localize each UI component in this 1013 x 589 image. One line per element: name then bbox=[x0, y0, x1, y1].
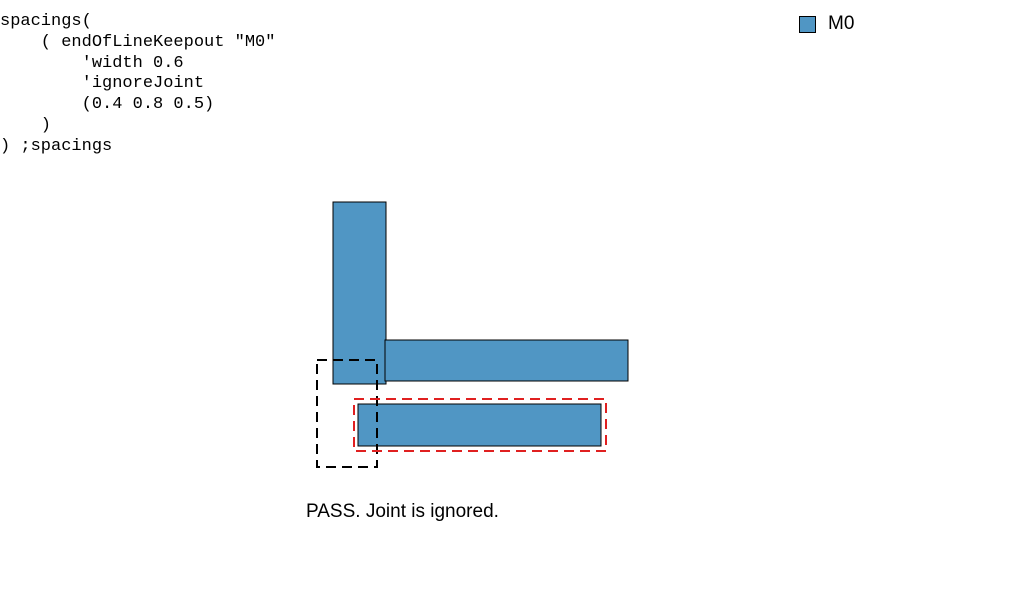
m0-horizontal-wire-bottom bbox=[357, 403, 602, 447]
m0-horizontal-wire-top bbox=[384, 339, 629, 382]
legend-swatch-m0 bbox=[799, 15, 816, 33]
code-line: ( endOfLineKeepout "M0" bbox=[0, 32, 276, 52]
m0-vertical-wire bbox=[332, 201, 387, 385]
code-line: 'ignoreJoint bbox=[0, 74, 205, 94]
result-caption: PASS. Joint is ignored. bbox=[306, 501, 499, 522]
code-line: ) ;spacings bbox=[0, 136, 113, 156]
rule-code-block: spacings( ( endOfLineKeepout "M0" 'width… bbox=[0, 12, 275, 158]
code-line: 'width 0.6 bbox=[0, 53, 184, 73]
end-of-line-keepout-window bbox=[316, 359, 378, 468]
legend-label-m0: M0 bbox=[828, 13, 855, 34]
code-line: spacings( bbox=[0, 12, 92, 31]
code-line: ) bbox=[0, 115, 52, 135]
legend: M0 bbox=[799, 14, 854, 34]
code-line: (0.4 0.8 0.5) bbox=[0, 95, 215, 115]
flagged-wire-outline bbox=[353, 398, 607, 452]
